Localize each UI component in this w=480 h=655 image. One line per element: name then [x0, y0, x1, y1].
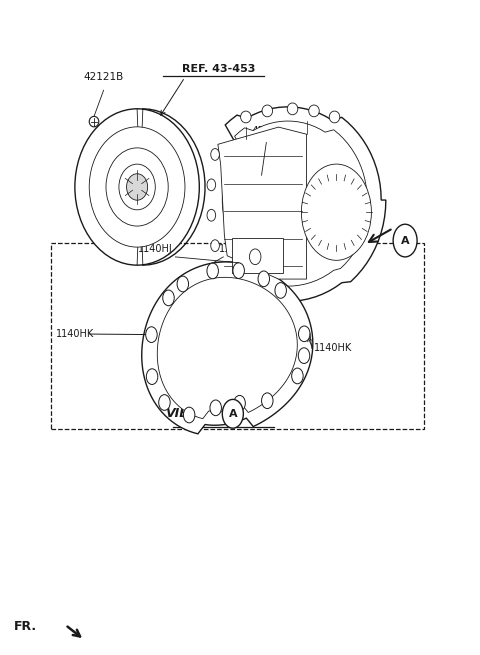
Text: A: A — [228, 409, 237, 419]
Text: VIEW: VIEW — [165, 407, 202, 421]
Ellipse shape — [75, 109, 199, 265]
Circle shape — [299, 326, 310, 342]
Ellipse shape — [287, 103, 298, 115]
Circle shape — [393, 224, 417, 257]
Ellipse shape — [211, 149, 219, 160]
Text: 42121B: 42121B — [84, 73, 124, 83]
Circle shape — [146, 327, 157, 343]
Text: 1140HJ: 1140HJ — [138, 244, 173, 254]
Ellipse shape — [207, 210, 216, 221]
Text: 1140HK: 1140HK — [56, 329, 94, 339]
Circle shape — [258, 271, 270, 287]
Text: 1140HJ: 1140HJ — [218, 244, 253, 254]
Circle shape — [177, 276, 189, 292]
Text: FR.: FR. — [13, 620, 36, 633]
Ellipse shape — [89, 127, 185, 247]
Circle shape — [146, 369, 158, 384]
Polygon shape — [218, 127, 307, 279]
Text: A: A — [401, 236, 409, 246]
Ellipse shape — [89, 117, 99, 127]
Circle shape — [183, 407, 195, 423]
Circle shape — [207, 263, 218, 279]
Circle shape — [262, 393, 273, 409]
Circle shape — [275, 282, 287, 298]
Ellipse shape — [240, 111, 251, 123]
Ellipse shape — [262, 105, 273, 117]
Ellipse shape — [207, 179, 216, 191]
Polygon shape — [157, 277, 297, 419]
Ellipse shape — [119, 164, 156, 210]
Ellipse shape — [301, 164, 372, 260]
Polygon shape — [223, 107, 386, 301]
Text: REF. 43-453: REF. 43-453 — [182, 64, 255, 74]
Bar — [51, 242, 424, 429]
Bar — [232, 238, 283, 273]
Text: 45000A: 45000A — [251, 126, 291, 136]
Circle shape — [250, 249, 261, 265]
Ellipse shape — [309, 105, 319, 117]
Circle shape — [159, 395, 170, 410]
Circle shape — [292, 368, 303, 384]
Ellipse shape — [329, 111, 340, 123]
Ellipse shape — [127, 174, 148, 200]
Text: 1140HK: 1140HK — [314, 343, 352, 354]
Circle shape — [222, 400, 243, 428]
Circle shape — [298, 348, 310, 364]
Circle shape — [210, 400, 221, 416]
Ellipse shape — [106, 148, 168, 226]
Polygon shape — [142, 262, 313, 434]
Circle shape — [234, 396, 245, 411]
Circle shape — [233, 263, 244, 278]
Polygon shape — [232, 121, 370, 286]
Ellipse shape — [211, 240, 219, 252]
Circle shape — [163, 290, 174, 306]
